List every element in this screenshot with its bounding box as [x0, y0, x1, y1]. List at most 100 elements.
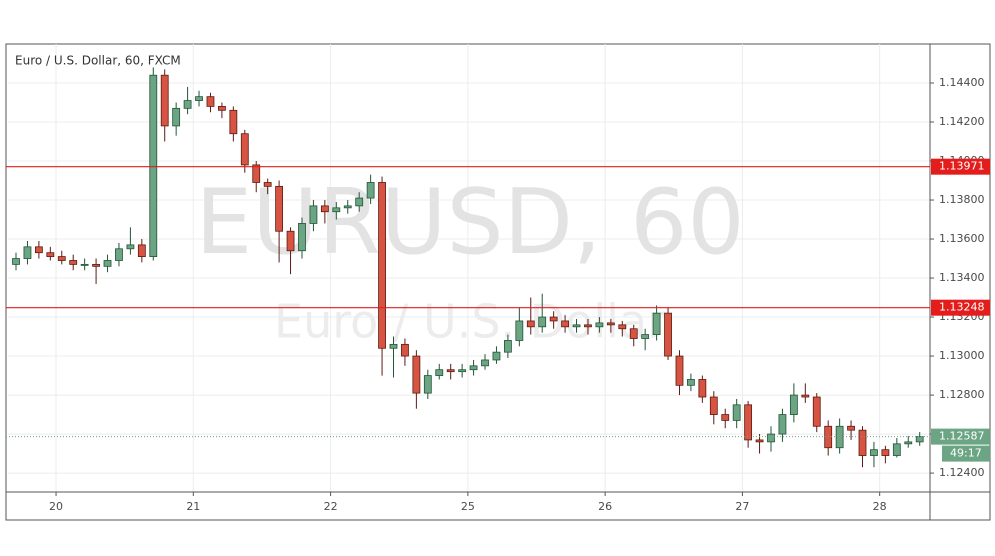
candle-body [412, 355, 421, 394]
level-label: 1.13971 [939, 160, 985, 173]
x-tick-label: 26 [598, 500, 612, 513]
candle-body [435, 369, 444, 376]
candle-body [332, 207, 341, 213]
candle-body [263, 182, 272, 187]
candle-body [378, 182, 386, 349]
candle-body [606, 322, 615, 326]
candle-body [240, 133, 249, 166]
candle-body [137, 244, 146, 257]
candle-body [195, 96, 203, 101]
candle-body [778, 414, 787, 435]
candle-body [355, 197, 364, 207]
candle-body [538, 316, 547, 328]
candle-body [858, 429, 867, 456]
candle-body [309, 205, 318, 224]
chart-title: Euro / U.S. Dollar, 60, FXCM [15, 54, 181, 68]
countdown-box [942, 445, 990, 462]
x-tick-label: 21 [186, 500, 200, 513]
candle-body [149, 74, 158, 257]
candle-body [812, 396, 821, 427]
candle-body [46, 252, 55, 257]
candle-body [160, 74, 169, 127]
candle-body [389, 343, 398, 349]
x-tick-label: 20 [49, 500, 63, 513]
candle-body [709, 396, 718, 415]
candle-body [881, 449, 890, 456]
watermark: EURUSD, 60 [195, 170, 744, 275]
y-tick-label: 1.13600 [939, 232, 985, 245]
candle-body [298, 223, 306, 252]
candle-body [469, 365, 478, 371]
x-tick-label: 25 [461, 500, 475, 513]
candle-body [57, 256, 66, 261]
candle-body [492, 351, 501, 361]
candle-body [892, 443, 901, 456]
candle-body [698, 379, 707, 398]
y-tick-label: 1.12800 [939, 388, 985, 401]
candle-body [206, 96, 215, 107]
candle-body [458, 369, 467, 373]
candle-body [687, 379, 695, 386]
candle-body [629, 328, 638, 339]
candle-body [366, 182, 375, 199]
candle-body [595, 322, 604, 328]
candle-body [172, 107, 181, 127]
candle-body [34, 246, 43, 254]
candle-body [275, 185, 284, 232]
level-label: 1.13248 [939, 301, 985, 314]
candle-body [103, 260, 112, 267]
candle-body [767, 433, 775, 443]
candle-body [618, 324, 627, 330]
candle-body [572, 324, 581, 328]
candle-body [80, 263, 89, 266]
candle-body [481, 359, 489, 367]
countdown: 49:17 [950, 447, 982, 460]
candle-body [870, 449, 878, 456]
candle-body [789, 394, 798, 415]
candle-body [218, 106, 226, 111]
candle-body [652, 312, 661, 336]
candle-body [115, 248, 123, 261]
candle-body [401, 343, 409, 357]
candle-body [23, 246, 32, 259]
candle-body [904, 441, 913, 445]
last-price-box [931, 428, 990, 445]
candle-body [446, 369, 455, 373]
candle-body [847, 425, 855, 431]
last-price-label: 1.12587 [939, 430, 985, 443]
candle-body [675, 355, 684, 386]
candle-body [515, 320, 524, 341]
candle-body [801, 394, 810, 398]
candle-body [641, 334, 650, 339]
candle-body [526, 320, 535, 328]
candle-body [732, 404, 741, 421]
candle-body [584, 324, 592, 328]
y-tick-label: 1.12400 [939, 466, 985, 479]
candle-body [126, 244, 135, 250]
watermark-sub: Euro / U.S. Dollar [274, 295, 666, 349]
y-tick-label: 1.13000 [939, 349, 985, 362]
y-tick-label: 1.14200 [939, 115, 985, 128]
x-tick-label: 22 [324, 500, 338, 513]
candle-body [229, 109, 238, 135]
level-label-box [931, 158, 990, 175]
candle-body [561, 320, 569, 328]
candle-body [744, 404, 753, 441]
x-tick-label: 27 [735, 500, 749, 513]
y-tick-label: 1.13400 [939, 271, 985, 284]
candle-body [423, 375, 432, 394]
y-tick-label: 1.13800 [939, 193, 985, 206]
x-tick-label: 28 [873, 500, 887, 513]
candle-body [721, 414, 730, 421]
candle-body [915, 436, 924, 443]
candle-body [252, 164, 261, 183]
candle-body [286, 230, 295, 252]
candle-body [664, 312, 672, 357]
candle-body [320, 205, 329, 213]
candle-body [92, 263, 100, 267]
candle-body [183, 100, 192, 109]
y-tick-label: 1.14400 [939, 76, 985, 89]
candle-body [343, 205, 352, 209]
candle-body [755, 439, 764, 443]
